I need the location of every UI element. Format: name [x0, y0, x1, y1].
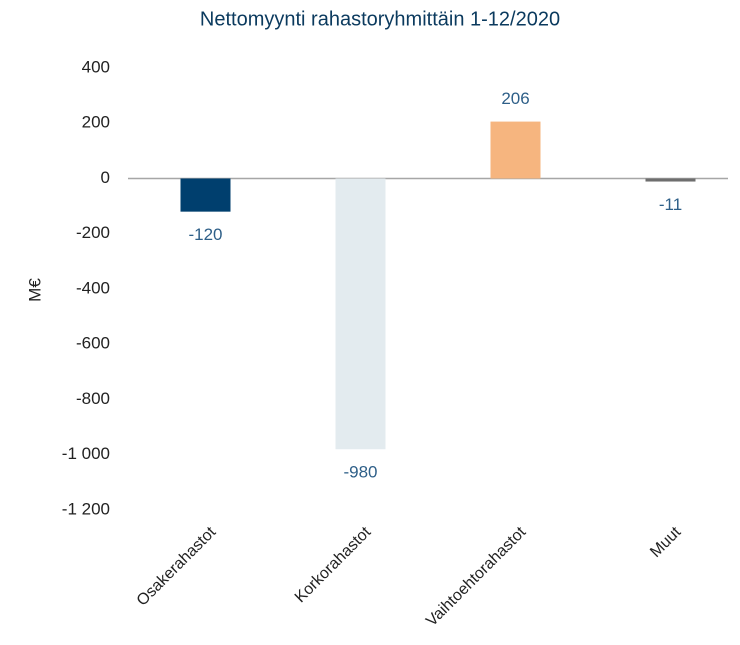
x-tick-label: Osakerahastot [134, 523, 220, 609]
chart-title: Nettomyynti rahastoryhmittäin 1-12/2020 [200, 8, 560, 30]
value-label: 206 [501, 89, 529, 108]
y-tick-label: 400 [82, 57, 110, 76]
y-tick-label: -1 200 [62, 499, 110, 518]
bar [335, 178, 386, 450]
y-tick-label: -800 [76, 389, 110, 408]
y-tick-label: -1 000 [62, 444, 110, 463]
x-tick-label: Muut [647, 523, 685, 561]
bar [180, 178, 231, 212]
y-axis-label: M€ [25, 278, 44, 302]
bar [645, 178, 696, 182]
y-tick-label: -600 [76, 334, 110, 353]
value-label: -120 [188, 225, 222, 244]
y-tick-label: 0 [101, 168, 110, 187]
y-tick-label: -400 [76, 278, 110, 297]
y-tick-label: -200 [76, 223, 110, 242]
x-tick-label: Vaihtoehtorahastot [423, 523, 530, 630]
value-label: -980 [343, 463, 377, 482]
x-tick-label: Korkorahastot [292, 523, 375, 606]
value-label: -11 [659, 195, 682, 214]
y-tick-label: 200 [82, 113, 110, 132]
bar [490, 121, 541, 179]
